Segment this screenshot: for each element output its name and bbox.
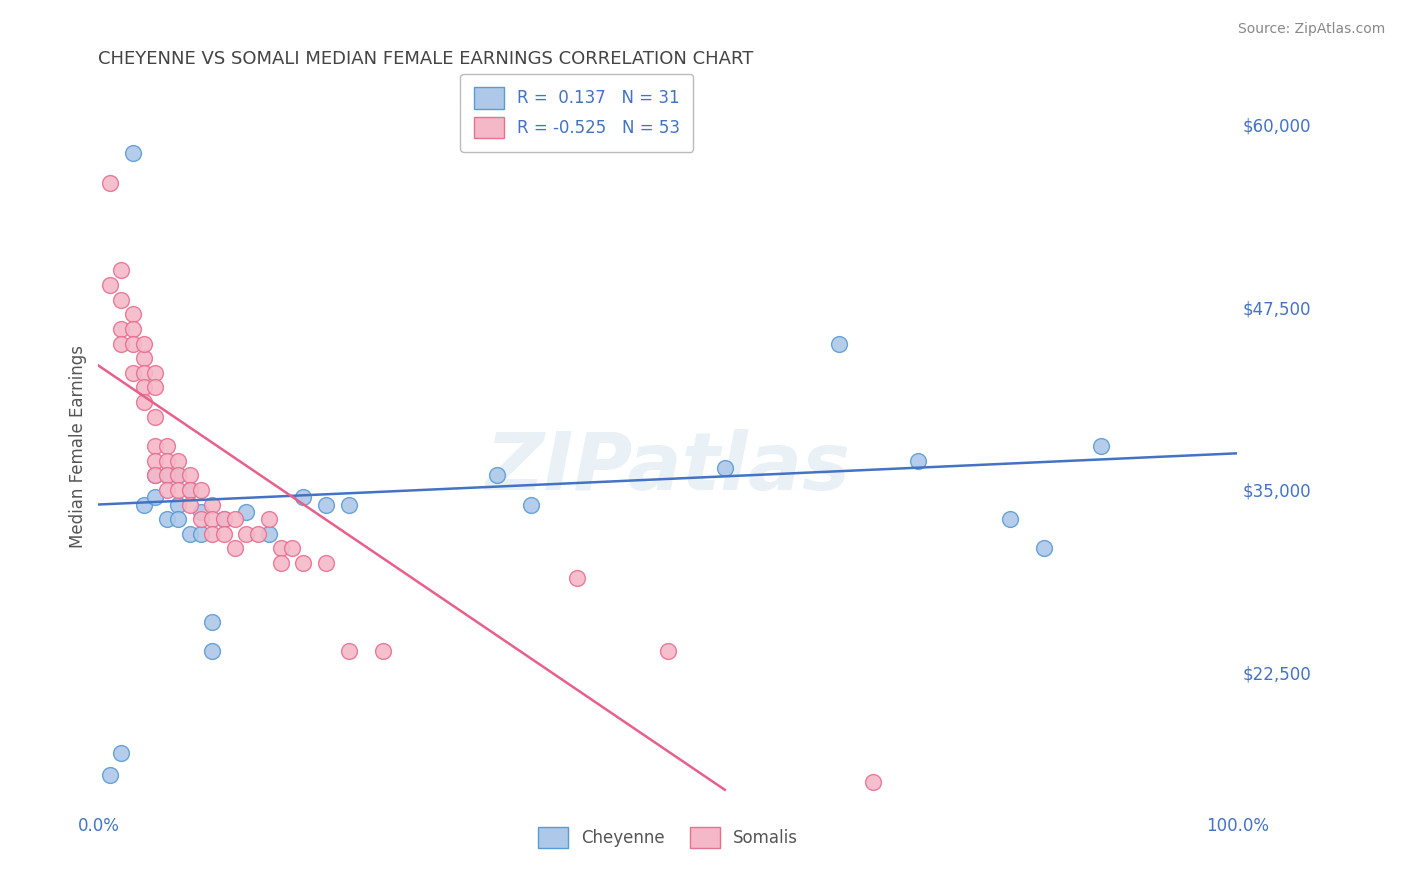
Point: [156, 439, 179, 453]
Point: [1032, 541, 1054, 556]
Point: [224, 512, 246, 526]
Point: [132, 351, 155, 366]
Point: [110, 746, 132, 760]
Point: [212, 512, 235, 526]
Point: [98, 768, 121, 782]
Point: [121, 322, 143, 336]
Point: [714, 461, 737, 475]
Y-axis label: Median Female Earnings: Median Female Earnings: [69, 344, 87, 548]
Point: [110, 293, 132, 307]
Point: [132, 336, 155, 351]
Point: [259, 526, 281, 541]
Point: [179, 468, 201, 483]
Point: [371, 644, 394, 658]
Point: [190, 512, 212, 526]
Point: [862, 775, 884, 789]
Text: CHEYENNE VS SOMALI MEDIAN FEMALE EARNINGS CORRELATION CHART: CHEYENNE VS SOMALI MEDIAN FEMALE EARNING…: [98, 50, 754, 68]
Point: [110, 336, 132, 351]
Point: [145, 366, 167, 380]
Point: [132, 395, 155, 409]
Point: [145, 453, 167, 467]
Point: [246, 526, 269, 541]
Point: [145, 468, 167, 483]
Point: [179, 483, 201, 497]
Point: [270, 556, 292, 570]
Legend: Cheyenne, Somalis: Cheyenne, Somalis: [531, 820, 804, 855]
Point: [315, 498, 337, 512]
Point: [212, 526, 235, 541]
Point: [98, 176, 121, 190]
Point: [907, 453, 929, 467]
Point: [520, 498, 543, 512]
Point: [565, 571, 588, 585]
Point: [98, 278, 121, 293]
Point: [201, 526, 224, 541]
Point: [190, 483, 212, 497]
Point: [235, 526, 257, 541]
Point: [337, 498, 360, 512]
Text: Source: ZipAtlas.com: Source: ZipAtlas.com: [1237, 22, 1385, 37]
Point: [179, 526, 201, 541]
Point: [145, 409, 167, 424]
Point: [190, 505, 212, 519]
Point: [179, 483, 201, 497]
Point: [167, 483, 190, 497]
Point: [145, 439, 167, 453]
Point: [292, 490, 315, 504]
Point: [201, 644, 224, 658]
Point: [156, 468, 179, 483]
Point: [145, 380, 167, 394]
Point: [167, 498, 190, 512]
Point: [201, 512, 224, 526]
Point: [156, 468, 179, 483]
Text: ZIPatlas: ZIPatlas: [485, 429, 851, 507]
Point: [167, 453, 190, 467]
Point: [110, 263, 132, 277]
Point: [156, 483, 179, 497]
Point: [132, 498, 155, 512]
Point: [121, 336, 143, 351]
Point: [156, 453, 179, 467]
Point: [145, 468, 167, 483]
Point: [156, 512, 179, 526]
Point: [315, 556, 337, 570]
Point: [145, 490, 167, 504]
Point: [337, 644, 360, 658]
Point: [998, 512, 1021, 526]
Point: [110, 322, 132, 336]
Point: [292, 556, 315, 570]
Point: [281, 541, 304, 556]
Point: [121, 146, 143, 161]
Point: [167, 468, 190, 483]
Point: [828, 336, 851, 351]
Point: [235, 505, 257, 519]
Point: [486, 468, 509, 483]
Point: [270, 541, 292, 556]
Point: [190, 526, 212, 541]
Point: [132, 366, 155, 380]
Point: [1090, 439, 1112, 453]
Point: [121, 307, 143, 321]
Point: [657, 644, 679, 658]
Point: [201, 615, 224, 629]
Point: [167, 512, 190, 526]
Point: [224, 541, 246, 556]
Point: [201, 498, 224, 512]
Point: [167, 468, 190, 483]
Point: [259, 512, 281, 526]
Point: [132, 380, 155, 394]
Point: [121, 366, 143, 380]
Point: [179, 498, 201, 512]
Point: [212, 512, 235, 526]
